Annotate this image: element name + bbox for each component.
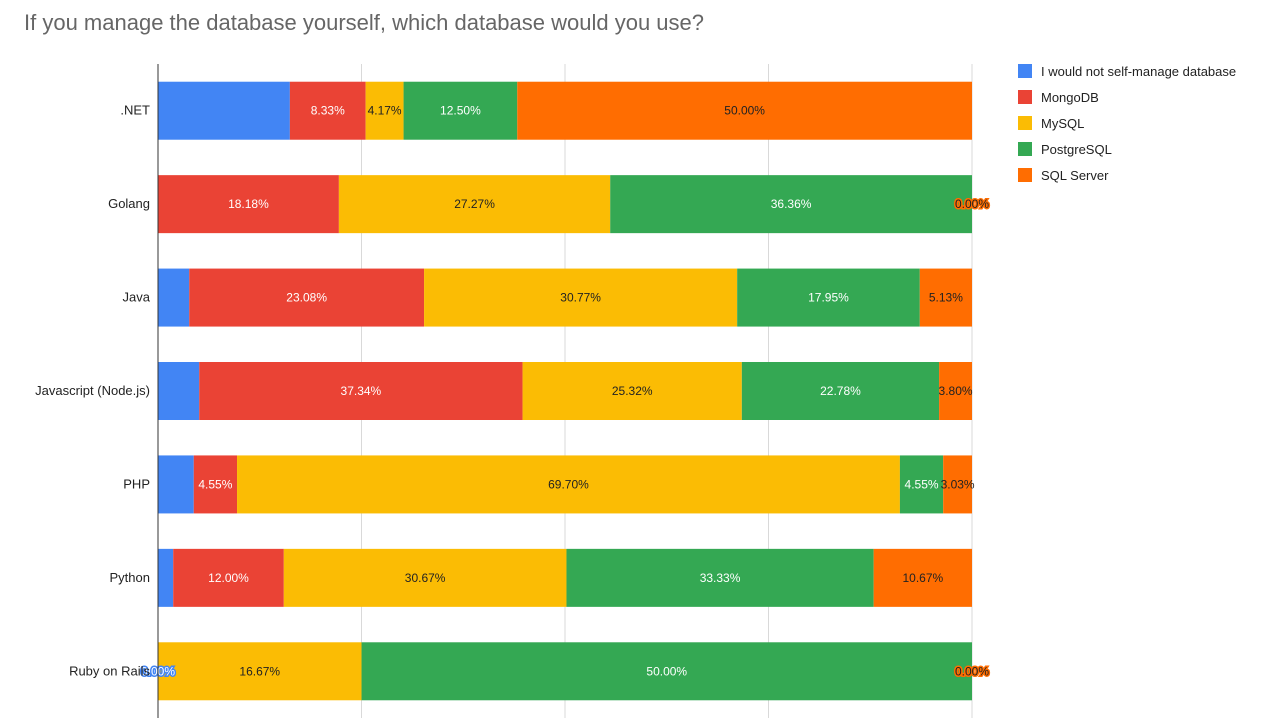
bar-segment [873, 548, 972, 607]
bar-segment [173, 548, 284, 607]
bar-segment [158, 175, 339, 234]
data-label: 18.18% [228, 197, 269, 211]
bar-segment [158, 362, 200, 420]
bar-segment [899, 455, 944, 514]
bar-segment [566, 548, 874, 607]
data-label: 8.33% [311, 104, 345, 118]
bar-segment [365, 81, 404, 140]
data-label: 0.00% [955, 197, 989, 211]
category-label: Javascript (Node.js) [35, 383, 150, 398]
chart-title: If you manage the database yourself, whi… [24, 10, 705, 35]
bar-segment [522, 362, 742, 420]
category-label: PHP [123, 476, 150, 491]
bar-segment [517, 81, 972, 140]
category-label: .NET [120, 103, 150, 118]
bar-segment [158, 268, 190, 327]
data-label: 0.00% [955, 664, 989, 678]
bar-segment [158, 81, 290, 140]
legend-swatch [1018, 142, 1032, 156]
bar-segment [338, 175, 611, 234]
bar-segment [199, 362, 523, 420]
bar-segment [610, 175, 972, 234]
data-label: 69.70% [548, 477, 589, 491]
bar-segment [943, 455, 972, 514]
data-label: 4.17% [368, 104, 402, 118]
data-label: 33.33% [700, 571, 741, 585]
bar-segment [361, 642, 972, 701]
legend-label: PostgreSQL [1041, 142, 1112, 157]
category-label: Golang [108, 196, 150, 211]
bar-segment [158, 548, 174, 607]
legend-swatch [1018, 168, 1032, 182]
category-label: Ruby on Rails [69, 663, 150, 678]
legend-label: I would not self-manage database [1041, 64, 1236, 79]
legend-label: MongoDB [1041, 90, 1099, 105]
bar-segment [939, 362, 972, 420]
bar-segment [403, 81, 518, 140]
bar-segment [193, 455, 238, 514]
bar-segment [237, 455, 900, 514]
bars [158, 81, 972, 701]
data-labels: 8.33% 4.17% 12.50% 50.00% 18.18% 27.27% 36.36%… [139, 104, 990, 680]
data-label: 36.36% [771, 197, 812, 211]
data-label: 5.13% [929, 291, 963, 305]
data-label: 17.95% [808, 291, 849, 305]
legend-swatch [1018, 64, 1032, 78]
data-label: 3.80% [939, 384, 973, 398]
data-label: 16.67% [239, 664, 280, 678]
data-label: 30.77% [560, 291, 601, 305]
data-label: 10.67% [902, 571, 943, 585]
data-label: 50.00% [724, 104, 765, 118]
bar-segment [283, 548, 567, 607]
legend-swatch [1018, 90, 1032, 104]
legend-label: MySQL [1041, 116, 1084, 131]
category-label: Python [110, 570, 150, 585]
legend-label: SQL Server [1041, 168, 1109, 183]
data-label: 50.00% [646, 664, 687, 678]
data-label: 27.27% [454, 197, 495, 211]
data-label: 23.08% [286, 291, 327, 305]
data-label: 4.55% [905, 477, 939, 491]
data-label: 12.00% [208, 571, 249, 585]
bar-segment [189, 268, 425, 327]
data-label: 3.03% [941, 477, 975, 491]
legend-swatch [1018, 116, 1032, 130]
bar-segment [741, 362, 940, 420]
bar-segment [158, 642, 362, 701]
bar-segment [919, 268, 972, 327]
data-label: 4.55% [198, 477, 232, 491]
data-label: 12.50% [440, 104, 481, 118]
bar-segment [737, 268, 920, 327]
data-label: 30.67% [405, 571, 446, 585]
bar-segment [158, 455, 194, 514]
bar-segment [289, 81, 366, 140]
data-label: 25.32% [612, 384, 653, 398]
data-label: 22.78% [820, 384, 861, 398]
legend: I would not self-manage database MongoDB M… [1018, 64, 1236, 183]
category-label: Java [123, 290, 151, 305]
category-labels: .NET Golang Java Javascript (Node.js) PHP Pyt… [35, 103, 151, 679]
data-label: 37.34% [341, 384, 382, 398]
bar-segment [424, 268, 738, 327]
